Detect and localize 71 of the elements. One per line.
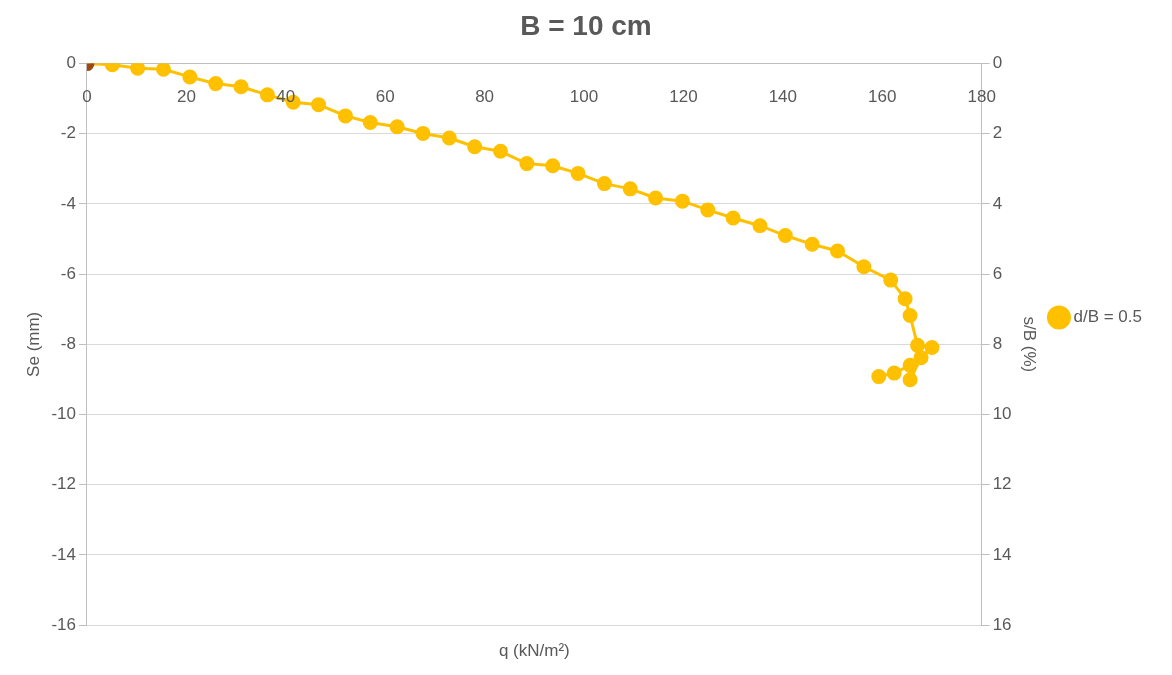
- y-tick-label: -8: [60, 333, 76, 353]
- point: [648, 190, 664, 206]
- x-tick-label: 40: [276, 87, 296, 107]
- point: [910, 337, 926, 353]
- point: [886, 365, 902, 381]
- point: [467, 139, 483, 155]
- x-tick-label: 140: [768, 87, 798, 107]
- point: [902, 308, 918, 324]
- point: [362, 115, 378, 131]
- point: [311, 97, 327, 113]
- point: [856, 259, 872, 275]
- x-tick-label: 160: [868, 87, 897, 107]
- point: [493, 143, 509, 159]
- y2-tick-label: 4: [992, 193, 1003, 213]
- y2-tick-label: 0: [992, 53, 1003, 73]
- chart-title: B = 10 cm: [520, 9, 652, 41]
- y-tick-label: -16: [51, 614, 76, 634]
- y-tick-label: -2: [60, 123, 76, 143]
- legend-label: d/B = 0.5: [1073, 307, 1143, 327]
- x-tick-label: 180: [967, 87, 996, 107]
- point: [570, 165, 586, 181]
- y2-tick-label: 6: [992, 263, 1003, 283]
- y2-tick-label: 12: [992, 474, 1012, 494]
- point: [871, 369, 887, 385]
- point: [924, 339, 940, 355]
- point: [777, 228, 793, 244]
- x-tick-label: 120: [669, 87, 698, 107]
- point: [259, 87, 275, 103]
- y-tick-label: -12: [51, 474, 76, 494]
- y2-tick-label: 2: [992, 123, 1003, 143]
- y-tick-label: 0: [66, 53, 76, 73]
- point: [182, 69, 198, 85]
- y-axis-title: Se (mm): [23, 311, 43, 377]
- point: [130, 63, 146, 76]
- y2-axis-title: s/B (%): [1020, 316, 1040, 373]
- point: [752, 218, 768, 234]
- point: [596, 176, 612, 192]
- point: [883, 272, 899, 288]
- point: [804, 236, 820, 252]
- point: [415, 125, 431, 141]
- point: [156, 63, 172, 77]
- x-tick-label: 0: [82, 87, 92, 107]
- x-tick-label: 100: [569, 87, 599, 107]
- x-axis-title: q (kN/m²): [498, 640, 570, 660]
- point: [519, 156, 535, 172]
- y2-tick-label: 16: [992, 614, 1012, 634]
- point: [337, 108, 353, 124]
- point: [441, 130, 457, 146]
- x-tick-label: 20: [176, 87, 196, 107]
- point: [897, 291, 913, 307]
- point: [725, 210, 741, 226]
- point: [902, 372, 918, 388]
- x-tick-label: 80: [475, 87, 495, 107]
- point: [902, 357, 918, 373]
- y2-tick-label: 14: [992, 544, 1012, 564]
- point: [913, 350, 929, 366]
- point: [674, 193, 690, 209]
- point: [389, 119, 405, 135]
- y-tick-label: -14: [51, 544, 76, 564]
- point: [700, 202, 716, 218]
- point: [545, 158, 561, 174]
- y-tick-label: -4: [60, 193, 76, 213]
- y-tick-label: -10: [51, 404, 76, 424]
- point: [622, 181, 638, 197]
- x-tick-label: 60: [375, 87, 395, 107]
- y-tick-label: -6: [60, 263, 76, 283]
- point: [233, 79, 249, 95]
- y2-tick-label: 8: [992, 333, 1003, 353]
- point: [830, 243, 846, 259]
- point: [208, 76, 224, 92]
- y2-tick-label: 10: [992, 404, 1012, 424]
